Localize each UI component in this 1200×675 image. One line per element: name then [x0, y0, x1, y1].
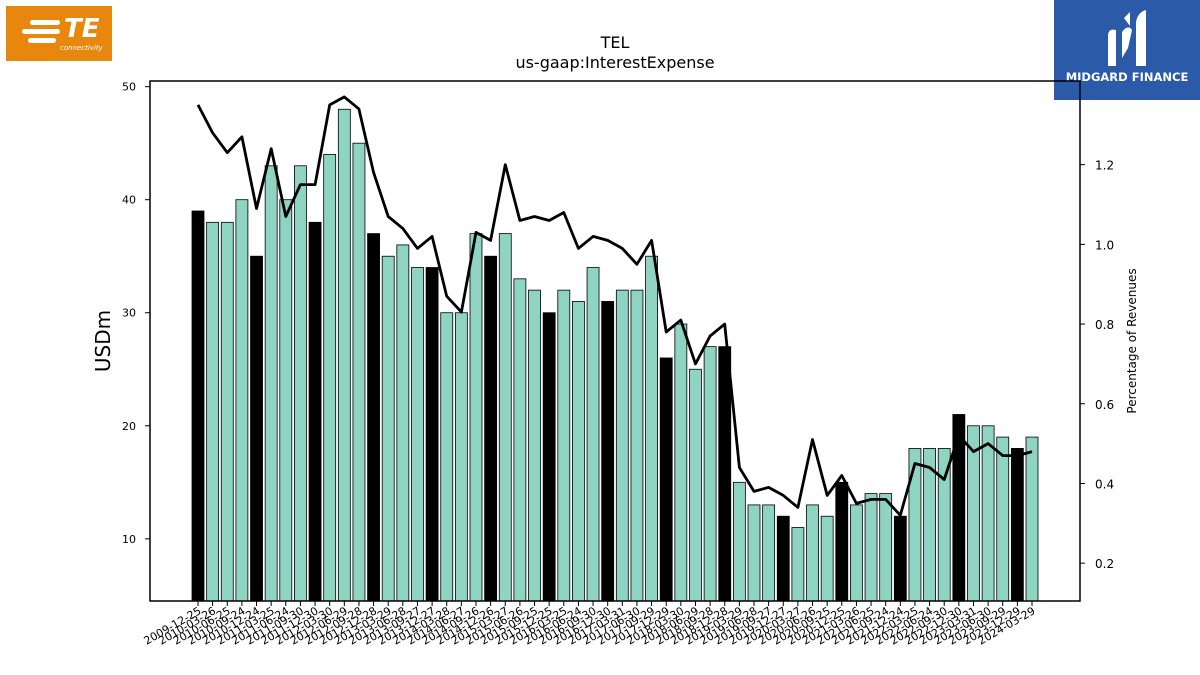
bar-series: [191, 108, 1039, 602]
bar: [893, 515, 907, 602]
y-right-tick-label: 1.0: [1095, 238, 1114, 252]
bar: [952, 414, 966, 602]
y-right-tick-label: 1.2: [1095, 159, 1114, 173]
line-series: [196, 95, 1033, 517]
bar: [806, 504, 819, 602]
percentage-line: [196, 95, 1033, 517]
bar: [323, 154, 337, 602]
logo-stripe: [30, 20, 60, 25]
bar: [352, 142, 366, 602]
bar: [996, 436, 1010, 602]
bar: [337, 108, 351, 602]
bar: [381, 255, 395, 602]
bar: [528, 289, 541, 602]
bar: [367, 233, 380, 602]
bar: [469, 233, 483, 602]
bar: [835, 481, 849, 602]
bar: [294, 165, 307, 602]
bar: [557, 289, 571, 602]
te-logo-text: TE: [64, 14, 100, 44]
chart-title: TEL: [600, 33, 630, 52]
bar: [308, 221, 322, 602]
bar: [776, 515, 790, 602]
bar: [674, 323, 688, 602]
bar: [615, 289, 629, 602]
bar: [630, 289, 644, 602]
bar: [703, 346, 717, 602]
y-right-tick-label: 0.8: [1095, 318, 1114, 332]
logo-stripe: [22, 29, 60, 34]
bar: [762, 504, 776, 602]
bar: [411, 267, 424, 602]
bar: [586, 267, 600, 602]
bar: [279, 199, 293, 602]
y-axis-left: 10 20 30 40 50: [122, 81, 150, 546]
y-tick-label: 40: [122, 194, 136, 207]
bar: [191, 210, 205, 602]
midgard-emblem-icon: [1108, 10, 1146, 67]
bar: [425, 267, 439, 602]
bar: [264, 165, 278, 602]
plot-frame: [149, 80, 1081, 602]
bar: [718, 346, 732, 602]
y-right-tick-label: 0.4: [1095, 477, 1114, 491]
midgard-logo-text: MIDGARD FINANCE: [1065, 70, 1189, 84]
te-connectivity-logo: TE connectivity: [6, 6, 112, 61]
y-right-tick-label: 0.6: [1095, 398, 1114, 412]
y-tick-label: 30: [122, 307, 136, 320]
y-tick-label: 20: [122, 420, 136, 433]
midgard-finance-logo: MIDGARD FINANCE: [1054, 0, 1200, 100]
y-axis-right-label: Percentage of Revenues: [1125, 268, 1139, 413]
logo-stripe: [28, 38, 56, 43]
y-axis-right: 0.2 0.4 0.6 0.8 1.0 1.2: [1080, 159, 1114, 571]
bar: [937, 447, 951, 602]
bar: [820, 515, 834, 602]
bar: [542, 312, 556, 602]
y-axis-label: USDm: [91, 310, 115, 372]
te-logo-subtext: connectivity: [60, 44, 103, 52]
bar: [1025, 436, 1039, 602]
bar: [601, 301, 615, 602]
y-tick-label: 50: [122, 81, 136, 94]
bar: [908, 447, 922, 602]
bar: [484, 255, 498, 602]
y-right-tick-label: 0.2: [1095, 557, 1114, 571]
bar: [981, 425, 995, 602]
bar: [572, 301, 585, 602]
bar: [732, 481, 746, 602]
bar: [440, 312, 454, 602]
bar: [645, 255, 658, 602]
bar: [206, 221, 220, 602]
bar: [396, 244, 410, 602]
bar: [513, 278, 527, 602]
bar: [879, 493, 893, 602]
bar: [659, 357, 673, 602]
y-tick-label: 10: [122, 533, 136, 546]
bar: [689, 368, 702, 602]
bar: [498, 233, 512, 602]
bar: [250, 255, 263, 602]
bar: [850, 504, 863, 602]
bar: [1010, 447, 1024, 602]
bar: [235, 199, 249, 602]
chart-subtitle: us-gaap:InterestExpense: [515, 53, 714, 72]
bar: [791, 527, 805, 602]
bar: [864, 493, 878, 602]
bar: [220, 221, 234, 602]
bar: [747, 504, 761, 602]
bar: [454, 312, 468, 602]
x-axis: 2009-12-252010-03-262010-06-252010-09-24…: [142, 601, 1038, 648]
